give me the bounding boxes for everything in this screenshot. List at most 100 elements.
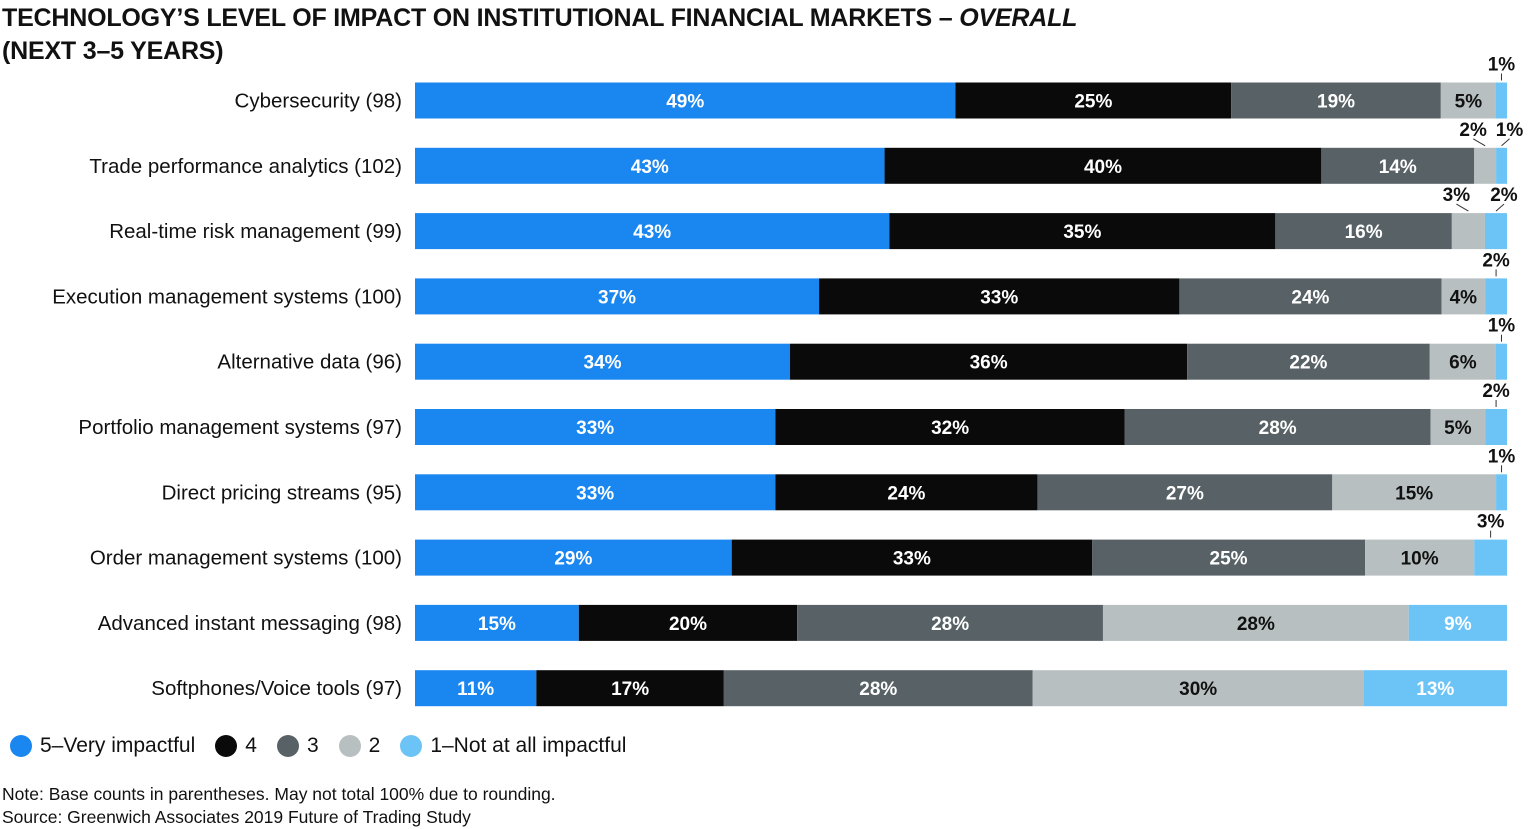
data-label: 35%	[1063, 222, 1101, 243]
category-label: Order management systems (100)	[90, 547, 402, 570]
data-label: 28%	[1259, 418, 1297, 439]
data-label: 3%	[1443, 185, 1471, 206]
data-label: 4%	[1450, 287, 1478, 308]
data-label: 33%	[576, 418, 614, 439]
category-label: Real-time risk management (99)	[109, 220, 402, 243]
data-label: 2%	[1482, 381, 1510, 402]
bar-segment	[1495, 82, 1507, 119]
data-label: 29%	[554, 549, 592, 570]
data-label: 1%	[1488, 316, 1516, 337]
category-label: Alternative data (96)	[217, 351, 402, 374]
data-label: 27%	[1166, 483, 1204, 504]
legend-label: 3	[306, 734, 319, 757]
bar-segment	[415, 604, 579, 641]
bar-segment	[1474, 147, 1497, 184]
bar-segment	[889, 213, 1276, 250]
data-label: 49%	[666, 92, 704, 113]
legend-item: 5–Very impactful	[10, 734, 195, 758]
data-label: 25%	[1074, 92, 1112, 113]
chart-title-emphasis: OVERALL	[959, 4, 1078, 32]
data-label: 24%	[1291, 287, 1329, 308]
bar-segment	[415, 409, 776, 445]
legend-label: 5–Very impactful	[40, 734, 196, 757]
legend-item: 1–Not at all impactful	[400, 734, 626, 758]
bar-segment	[1037, 474, 1333, 511]
data-label: 5%	[1444, 418, 1472, 439]
bar-segment	[1187, 343, 1430, 380]
data-label: 33%	[576, 483, 614, 504]
bar-segment	[775, 474, 1038, 511]
category-label: Execution management systems (100)	[52, 285, 402, 308]
data-label: 36%	[970, 353, 1008, 374]
chart-subtitle: (NEXT 3–5 YEARS)	[2, 37, 224, 65]
data-label: 1%	[1488, 55, 1516, 76]
bar-segment	[578, 604, 798, 641]
chart-notes: Note: Base counts in parentheses. May no…	[2, 783, 556, 829]
data-label: 40%	[1084, 157, 1122, 178]
bar-segment	[1441, 278, 1486, 315]
bar-segment	[415, 343, 791, 380]
bar-segment	[775, 409, 1125, 445]
data-label: 10%	[1401, 549, 1439, 570]
bar-segment	[1321, 147, 1475, 184]
data-label: 1%	[1488, 446, 1516, 467]
legend-swatch	[400, 735, 423, 757]
legend-item: 4	[215, 734, 257, 758]
bar-segment	[1429, 343, 1496, 380]
legend-label: 1–Not at all impactful	[430, 734, 627, 757]
bar-segment	[1365, 539, 1475, 576]
bar-segment	[1408, 604, 1507, 641]
data-label: 28%	[1237, 614, 1275, 635]
legend: 5–Very impactful 4 3 2 1–Not at all impactfu…	[10, 734, 646, 758]
chart-title: TECHNOLOGY’S LEVEL OF IMPACT ON INSTITUT…	[2, 2, 1077, 68]
data-label: 24%	[887, 483, 925, 504]
bar-segment	[797, 604, 1103, 641]
bar-segment	[415, 82, 956, 119]
leader-line	[1472, 138, 1486, 147]
bar-segment	[415, 539, 732, 576]
bar-segment	[415, 147, 885, 184]
leader-line	[1495, 203, 1505, 212]
bar-segment	[1275, 213, 1452, 250]
note-text: Note: Base counts in parentheses. May no…	[2, 784, 556, 804]
bar-segment	[884, 147, 1322, 184]
bar-segment	[1495, 343, 1507, 380]
bar-segment	[415, 474, 776, 511]
data-label: 3%	[1477, 512, 1505, 533]
legend-swatch	[276, 735, 299, 757]
bar-segment	[955, 82, 1232, 119]
data-label: 14%	[1379, 157, 1417, 178]
data-label: 32%	[931, 418, 969, 439]
stacked-bar-chart: Cybersecurity (98) 49% 25% 19% 5%1%Trade per…	[52, 55, 1523, 707]
data-label: 15%	[1395, 483, 1433, 504]
bar-segment	[723, 670, 1033, 707]
data-label: 34%	[584, 353, 622, 374]
source-text: Source: Greenwich Associates 2019 Future…	[2, 807, 471, 827]
data-label: 33%	[980, 287, 1018, 308]
bar-segment	[1485, 409, 1507, 445]
data-label: 22%	[1289, 353, 1327, 374]
data-label: 37%	[598, 287, 636, 308]
category-label: Direct pricing streams (95)	[162, 481, 402, 504]
category-label: Cybersecurity (98)	[235, 90, 402, 113]
category-label: Advanced instant messaging (98)	[98, 612, 402, 635]
legend-swatch	[215, 735, 238, 757]
data-label: 2%	[1459, 120, 1487, 141]
bar-segment	[1032, 670, 1364, 707]
bar-segment	[1451, 213, 1485, 250]
data-label: 43%	[631, 157, 669, 178]
category-label: Softphones/Voice tools (97)	[151, 677, 402, 700]
data-label: 9%	[1444, 614, 1472, 635]
data-label: 25%	[1210, 549, 1248, 570]
bar-segment	[1363, 670, 1507, 707]
bar-segment	[1485, 278, 1507, 315]
data-label: 43%	[633, 222, 671, 243]
bar-segment	[415, 278, 820, 315]
data-label: 16%	[1345, 222, 1383, 243]
bar-segment	[415, 213, 890, 250]
bar-segment	[1474, 539, 1507, 576]
bar-segment	[1102, 604, 1409, 641]
data-label: 28%	[931, 614, 969, 635]
data-label: 2%	[1490, 185, 1518, 206]
data-label: 5%	[1455, 92, 1483, 113]
